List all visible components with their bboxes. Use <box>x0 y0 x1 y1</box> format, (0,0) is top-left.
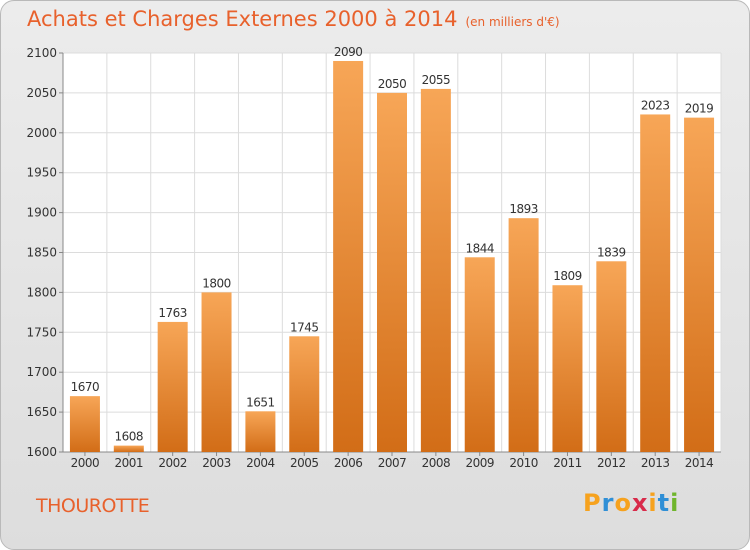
value-label-2010: 1893 <box>509 202 538 216</box>
value-label-2008: 2055 <box>422 73 451 87</box>
y-tick-label: 1650 <box>26 405 57 419</box>
bar-2006 <box>333 60 364 452</box>
y-tick-label: 2100 <box>26 46 57 60</box>
bar-2011 <box>552 285 583 452</box>
x-tick-label-2009: 2009 <box>465 456 494 470</box>
x-tick-label-2010: 2010 <box>509 456 538 470</box>
value-label-2011: 1809 <box>553 269 582 283</box>
logo-letter: P <box>583 489 602 517</box>
value-label-2006: 2090 <box>334 45 363 59</box>
x-tick-label-2008: 2008 <box>422 456 451 470</box>
bar-2000 <box>69 396 100 452</box>
x-tick-label-2000: 2000 <box>71 456 100 470</box>
value-label-2014: 2019 <box>685 102 714 116</box>
x-tick-label-2007: 2007 <box>378 456 407 470</box>
unit-text: (en milliers d'€) <box>465 15 560 29</box>
x-tick-label-2013: 2013 <box>641 456 670 470</box>
y-tick-label: 1950 <box>26 166 57 180</box>
bar-2004 <box>245 411 276 452</box>
logo-letter: i <box>648 489 658 517</box>
bars <box>69 60 715 453</box>
value-label-2001: 1608 <box>115 430 144 444</box>
bar-2013 <box>640 114 671 453</box>
x-tick-label-2012: 2012 <box>597 456 626 470</box>
y-tick-label: 2000 <box>26 126 57 140</box>
commune-name: THOUROTTE <box>36 495 150 517</box>
value-labels: 1670 1608 1763 1800 1651 1745 2090 2050 2055 1844… <box>71 45 714 444</box>
x-tick-label-2005: 2005 <box>290 456 319 470</box>
value-label-2005: 1745 <box>290 320 319 334</box>
logo-letter: r <box>601 489 615 517</box>
y-tick-label: 1800 <box>26 285 57 299</box>
y-tick-label: 1750 <box>26 325 57 339</box>
chart-title: Achats et Charges Externes 2000 à 2014 (e… <box>27 7 560 31</box>
bar-2010 <box>508 218 539 452</box>
x-tick-label-2014: 2014 <box>685 456 714 470</box>
x-tick-label-2011: 2011 <box>553 456 582 470</box>
bar-2001 <box>113 445 144 452</box>
logo-letter: i <box>670 489 680 517</box>
value-label-2013: 2023 <box>641 98 670 112</box>
x-tick-label-2002: 2002 <box>158 456 187 470</box>
value-label-2007: 2050 <box>378 77 407 91</box>
title-text: Achats et Charges Externes 2000 à 2014 <box>27 7 458 31</box>
bar-2002 <box>157 321 188 452</box>
value-label-2000: 1670 <box>71 380 100 394</box>
logo-letter: x <box>631 489 649 517</box>
bar-2005 <box>289 336 320 452</box>
value-label-2012: 1839 <box>597 245 626 259</box>
bar-2007 <box>377 92 407 453</box>
bar-2014 <box>684 117 715 452</box>
value-label-2003: 1800 <box>202 276 231 290</box>
y-tick-label: 1700 <box>26 365 57 379</box>
logo-letter: t <box>657 489 671 517</box>
x-tick-label-2003: 2003 <box>202 456 231 470</box>
y-tick-label: 1600 <box>26 445 57 459</box>
y-tick-label: 2050 <box>26 86 57 100</box>
x-tick-label-2006: 2006 <box>334 456 363 470</box>
axes: 1600 1650 1700 1750 1800 1850 1900 1950 2000 2050… <box>26 46 721 470</box>
x-tick-label-2004: 2004 <box>246 456 275 470</box>
logo-letter: o <box>614 489 632 517</box>
x-tick-label-2001: 2001 <box>115 456 144 470</box>
value-label-2009: 1844 <box>465 241 494 255</box>
bar-2012 <box>596 261 627 452</box>
bar-2009 <box>464 257 495 452</box>
bar-2008 <box>420 88 451 452</box>
proxiti-logo[interactable]: Proxiti <box>583 489 679 517</box>
value-label-2004: 1651 <box>246 395 275 409</box>
bar-2003 <box>201 292 232 452</box>
y-tick-label: 1850 <box>26 246 57 260</box>
value-label-2002: 1763 <box>158 306 187 320</box>
y-tick-label: 1900 <box>26 206 57 220</box>
